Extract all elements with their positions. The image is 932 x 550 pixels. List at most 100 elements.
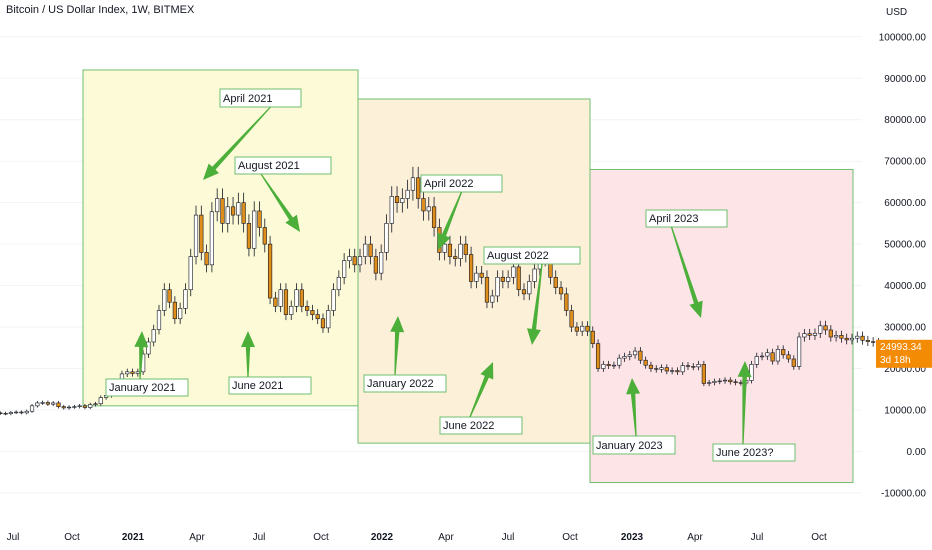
candle-up (622, 356, 627, 359)
candle-up (580, 325, 585, 332)
candle (431, 197, 437, 237)
candle-up (670, 370, 675, 372)
candle-down (283, 289, 289, 315)
candle (77, 404, 82, 409)
candle-up (252, 210, 257, 249)
candle (722, 377, 728, 384)
candle-down (484, 276, 490, 303)
candle (468, 246, 474, 289)
candle-up (601, 364, 606, 369)
candle (347, 248, 352, 269)
candle-up (812, 332, 818, 336)
candle-up (278, 289, 283, 307)
candle-down (199, 214, 204, 253)
y-tick-label: -10000.00 (881, 488, 926, 499)
candle-down (521, 289, 527, 295)
candle (479, 266, 484, 285)
candle-down (479, 272, 484, 278)
candle-up (51, 402, 56, 405)
candle (802, 328, 807, 342)
candle (632, 347, 638, 359)
candle-down (204, 252, 209, 266)
annotation-label: June 2022 (443, 420, 494, 432)
period-box-0 (82, 69, 359, 407)
candle-down (807, 333, 812, 336)
candle-down (241, 202, 246, 224)
candle (839, 330, 844, 343)
candle (384, 214, 389, 261)
candle-up (796, 336, 802, 367)
candle (585, 321, 590, 337)
annotation-arrow (670, 226, 703, 318)
x-tick-label: 2023 (621, 532, 644, 543)
candle (691, 363, 696, 371)
annotation-box (592, 435, 676, 455)
candle-down (871, 341, 876, 343)
annotation: January 2022 (363, 316, 447, 393)
candle-down (595, 343, 601, 369)
annotation-arrow (437, 191, 463, 250)
candle (178, 302, 183, 325)
candle-down (230, 206, 236, 216)
y-tick-label: 0.00 (907, 447, 927, 458)
candle-down (638, 350, 643, 361)
candle (14, 410, 19, 415)
annotation-label: June 2023? (716, 447, 774, 459)
candle-up (855, 335, 860, 339)
candle (241, 192, 246, 233)
candle-up (215, 198, 220, 213)
candle (638, 347, 643, 364)
candle-down (500, 276, 505, 282)
candle (405, 179, 410, 209)
candle-down (130, 371, 135, 374)
candle (230, 197, 236, 225)
annotation-box (228, 376, 312, 395)
candle-up (289, 306, 294, 315)
candle (569, 304, 574, 333)
candle (828, 325, 833, 342)
candle-up (14, 411, 19, 414)
annotation-label: April 2023 (649, 213, 699, 225)
y-tick-label: 100000.00 (879, 32, 927, 43)
candle-down (590, 330, 595, 344)
candle-down (685, 365, 691, 367)
candle (453, 248, 458, 267)
candle (463, 235, 468, 263)
candle-up (458, 243, 463, 259)
annotation-label: January 2022 (367, 378, 434, 390)
candle (701, 360, 706, 387)
annotation-label: April 2022 (424, 178, 474, 190)
candle-up (495, 276, 500, 297)
candle-up (802, 333, 807, 338)
candle-up (294, 289, 299, 307)
annotations: April 2021 August 2021 January 2021 June 20… (105, 88, 796, 462)
candle (172, 296, 177, 325)
annotation-arrow (390, 316, 405, 375)
candle-down (654, 368, 659, 370)
candle (373, 248, 378, 281)
candle (278, 283, 283, 313)
candle (416, 166, 421, 209)
annotation-arrow (737, 361, 752, 444)
annotation-box (363, 374, 447, 393)
candle (267, 235, 273, 305)
candle (352, 248, 357, 273)
candle-up (188, 256, 193, 291)
candle (3, 411, 8, 416)
candle (781, 345, 786, 359)
candle-up (717, 380, 722, 383)
candle (643, 356, 648, 369)
annotation-arrow (134, 331, 149, 379)
candle (707, 379, 712, 387)
candle-down (860, 335, 865, 341)
annotation: April 2021 (203, 88, 302, 180)
candle (648, 361, 654, 372)
candle (791, 355, 796, 370)
x-tick-label: Jul (253, 532, 266, 543)
candle-down (246, 223, 252, 249)
candle (252, 201, 257, 257)
candle-up (818, 325, 823, 334)
annotation: June 2023? (712, 361, 796, 462)
candle (712, 378, 717, 386)
